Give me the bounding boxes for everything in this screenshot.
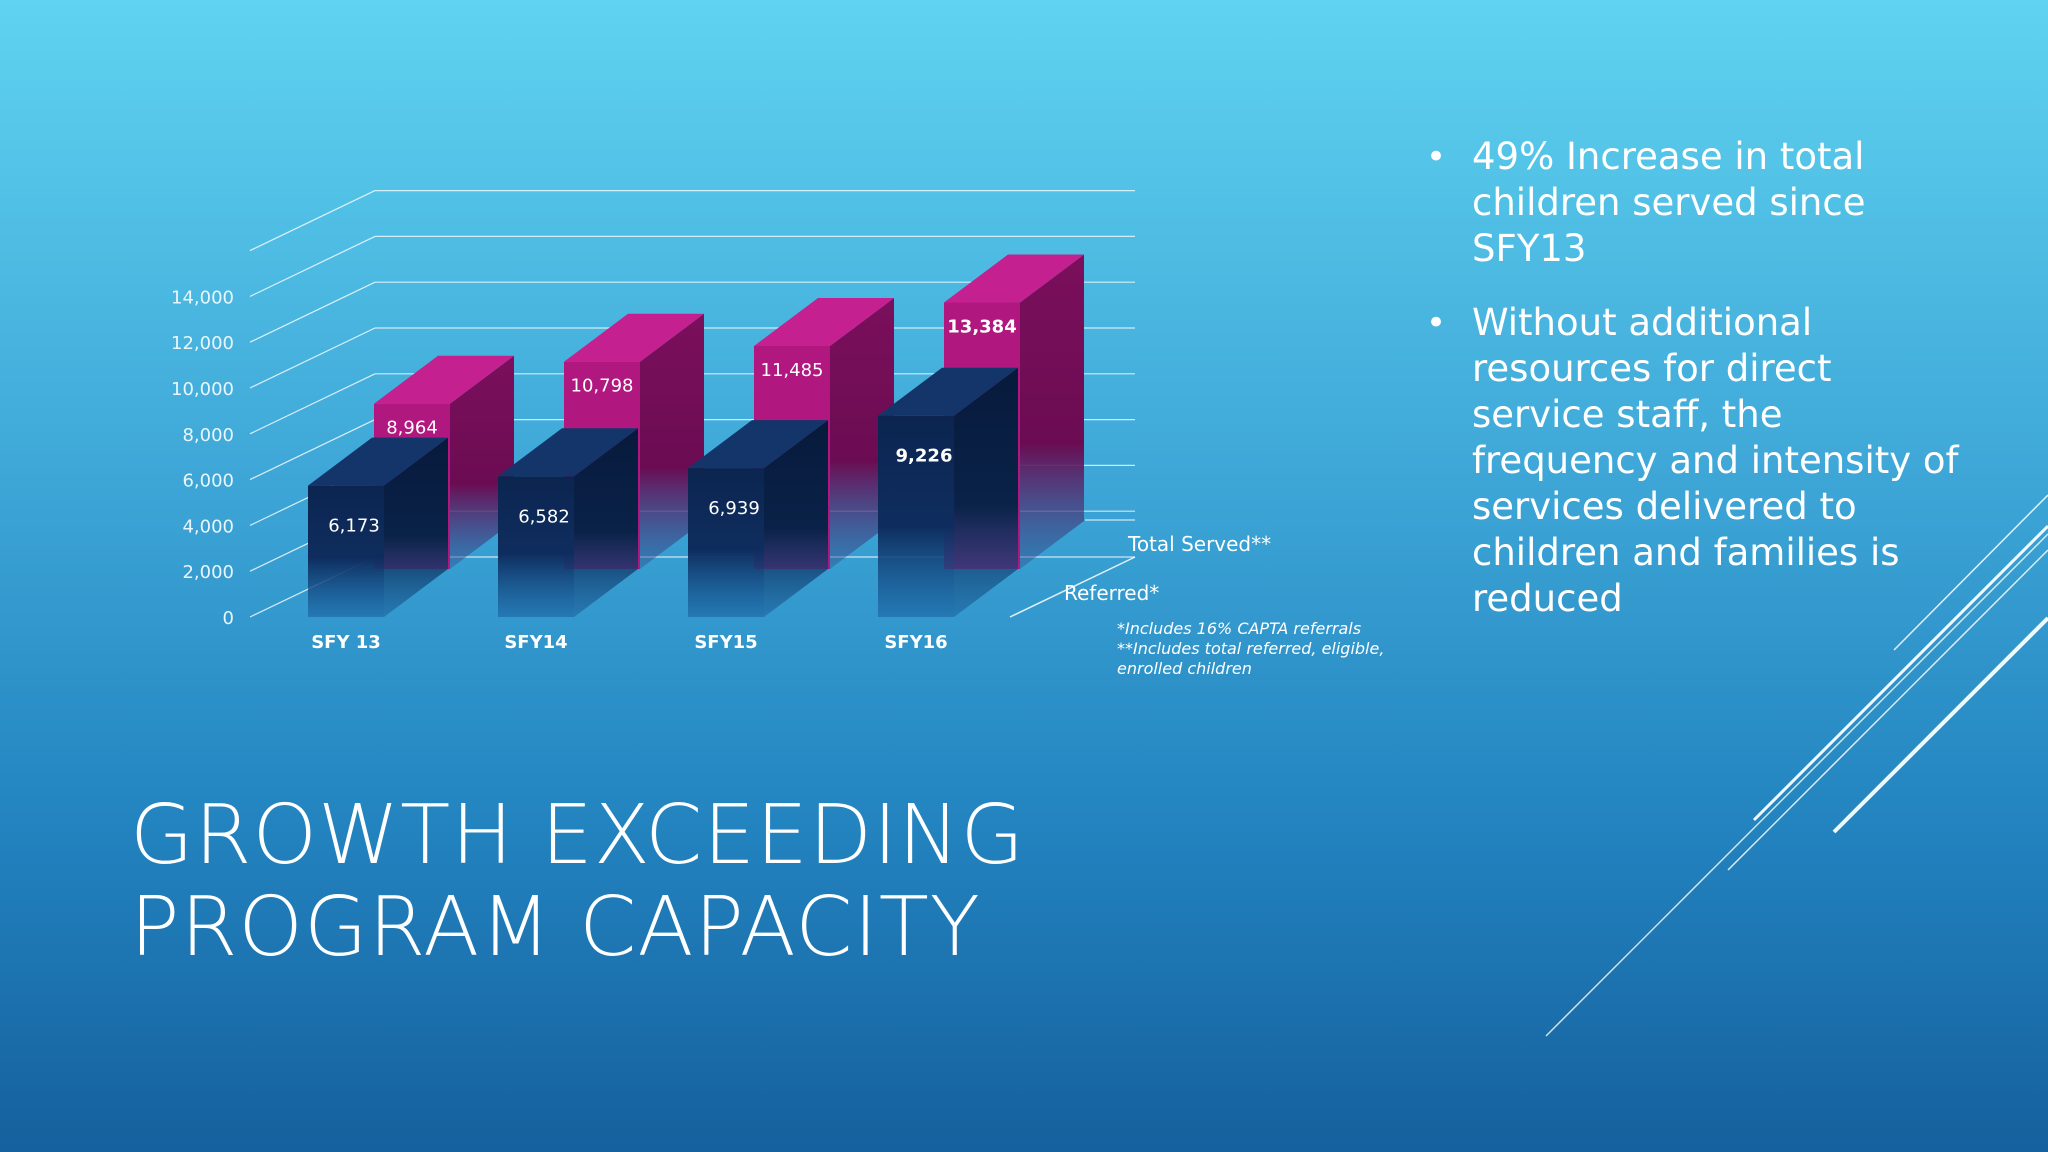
x-category-label: SFY15	[694, 632, 757, 653]
bar-referred-side	[574, 428, 638, 617]
chart-labels: 0 2,000 4,000 6,000 8,000 10,000 12,000 14,000 8…	[171, 287, 1384, 678]
bullet-text: 49% Increase in total children served si…	[1472, 135, 1866, 270]
x-category-label: SFY 13	[311, 632, 381, 653]
bar-referred-front	[878, 415, 954, 617]
y-tick-label: 2,000	[182, 562, 234, 583]
bar-referred	[308, 437, 448, 617]
bullet-list: • 49% Increase in total children served s…	[1420, 134, 1960, 650]
y-tick-label: 10,000	[171, 379, 234, 400]
bullet-text: Without additional resources for direct …	[1472, 301, 1959, 620]
slide-title: GROWTH EXCEEDING PROGRAM CAPACITY	[130, 788, 1026, 975]
bar-total-served-top	[564, 313, 704, 362]
y-tick-label: 14,000	[171, 287, 234, 308]
floor-edge	[1009, 556, 1136, 618]
x-category-label: SFY14	[504, 632, 567, 653]
data-label-referred: 9,226	[896, 446, 953, 467]
gridline-side	[249, 327, 376, 389]
bar-total-served-side	[1020, 254, 1084, 569]
bar-total-served-top	[754, 297, 894, 346]
bar-referred-front	[308, 485, 384, 617]
bar-referred-front	[498, 476, 574, 617]
bar-referred-side	[954, 367, 1018, 617]
data-label-total-served: 11,485	[761, 360, 824, 381]
bar-referred	[688, 420, 828, 617]
gridline-side	[249, 281, 376, 343]
gridline-side	[249, 373, 376, 435]
chart-footnote: **Includes total referred, eligible,	[1117, 639, 1384, 658]
bar-referred-side	[384, 437, 448, 617]
bar-referred	[878, 367, 1018, 617]
bar-referred-top	[878, 367, 1018, 416]
bullet-item: • 49% Increase in total children served s…	[1420, 134, 1960, 272]
bar-chart: 0 2,000 4,000 6,000 8,000 10,000 12,000 14,000 8…	[171, 190, 1384, 678]
bullet-dot: •	[1426, 137, 1447, 177]
bar-referred-side	[764, 420, 828, 617]
data-label-referred: 6,939	[708, 498, 760, 519]
chart-bars	[308, 254, 1084, 617]
data-label-total-served: 13,384	[947, 317, 1016, 338]
data-label-referred: 6,173	[328, 516, 380, 537]
bar-total-served-top	[944, 254, 1084, 303]
y-tick-label: 8,000	[182, 425, 234, 446]
bar-referred-top	[688, 420, 828, 469]
bar-total-served-top	[374, 355, 514, 404]
bar-referred-top	[498, 428, 638, 477]
gridline-side	[249, 419, 376, 481]
bar-referred-front	[688, 468, 764, 617]
bar-referred-top	[308, 437, 448, 486]
y-tick-label: 12,000	[171, 333, 234, 354]
y-tick-label: 6,000	[182, 471, 234, 492]
series-label-referred: Referred*	[1064, 581, 1159, 605]
bullet-item: • Without additional resources for direct…	[1420, 300, 1960, 622]
data-label-total-served: 8,964	[386, 418, 438, 439]
series-label-total-served: Total Served**	[1127, 532, 1271, 556]
gridline-side	[249, 190, 376, 252]
y-tick-label: 0	[223, 608, 234, 629]
x-category-label: SFY16	[884, 632, 947, 653]
data-label-referred: 6,582	[518, 506, 570, 527]
gridline-side	[249, 235, 376, 297]
y-tick-label: 4,000	[182, 516, 234, 537]
bar-referred	[498, 428, 638, 617]
chart-footnote: *Includes 16% CAPTA referrals	[1117, 619, 1361, 638]
data-label-total-served: 10,798	[571, 376, 634, 397]
bullet-dot: •	[1426, 303, 1447, 343]
chart-footnote: enrolled children	[1117, 659, 1252, 678]
